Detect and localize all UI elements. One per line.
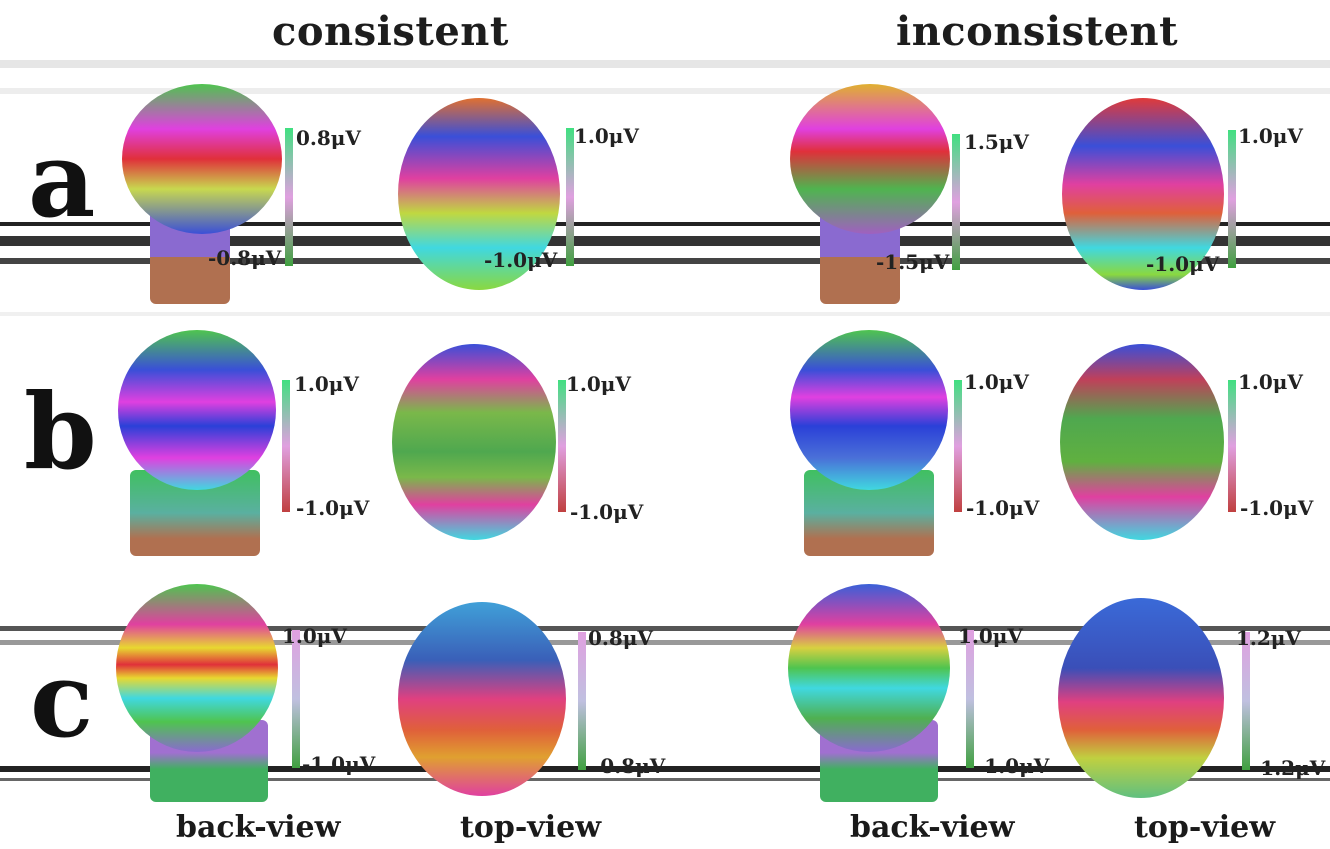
artifact-band (0, 626, 1330, 631)
scalp-map-back-view (116, 584, 278, 752)
colorbar-max-label: 1.0μV (958, 624, 1023, 648)
colorbar-max-label: 0.8μV (296, 126, 361, 150)
colorbar (292, 630, 300, 768)
scalp-map-top-view (392, 344, 556, 540)
colorbar-max-label: 1.0μV (566, 372, 631, 396)
colorbar-max-label: 1.2μV (1236, 626, 1301, 650)
column-title-consistent: consistent (272, 8, 509, 55)
scalp-map-top-view (398, 98, 560, 290)
colorbar-max-label: 1.0μV (964, 370, 1029, 394)
colorbar (966, 630, 974, 768)
colorbar (1228, 130, 1236, 268)
scalp-map-top-view (1062, 98, 1224, 290)
row-label-c: c (30, 638, 94, 761)
artifact-band (0, 766, 1330, 772)
colorbar-min-label: -1.0μV (302, 752, 376, 776)
colorbar (566, 128, 574, 266)
view-label-back: back-view (850, 810, 1015, 845)
artifact-band (0, 640, 1330, 645)
scalp-map-top-view (1060, 344, 1224, 540)
view-label-top: top-view (1134, 810, 1276, 845)
colorbar-min-label: -1.0μV (966, 496, 1040, 520)
colorbar-min-label: -1.0μV (570, 500, 644, 524)
row-label-b: b (24, 370, 97, 493)
colorbar (952, 134, 960, 270)
row-label-a: a (28, 118, 96, 241)
scalp-map-back-view (118, 330, 276, 490)
colorbar (1228, 380, 1236, 512)
artifact-band (0, 778, 1330, 781)
colorbar-min-label: -0.8μV (592, 754, 666, 778)
colorbar (954, 380, 962, 512)
colorbar-max-label: 0.8μV (588, 626, 653, 650)
colorbar (285, 128, 293, 266)
colorbar (282, 380, 290, 512)
artifact-band (0, 222, 1330, 226)
column-title-inconsistent: inconsistent (896, 8, 1179, 55)
scalp-map-back-view (790, 84, 950, 234)
colorbar-max-label: 1.0μV (1238, 370, 1303, 394)
colorbar-max-label: 1.5μV (964, 130, 1029, 154)
scalp-map-back-view (790, 330, 948, 490)
scalp-map-back-view (788, 584, 950, 752)
view-label-top: top-view (460, 810, 602, 845)
colorbar-max-label: 1.0μV (294, 372, 359, 396)
colorbar-min-label: -1.2μV (1252, 756, 1326, 780)
artifact-band (0, 312, 1330, 316)
artifact-band (0, 236, 1330, 246)
colorbar-min-label: -1.0μV (1146, 252, 1220, 276)
colorbar-max-label: 1.0μV (1238, 124, 1303, 148)
scalp-map-top-view (1058, 598, 1224, 798)
colorbar (578, 632, 586, 770)
colorbar-min-label: -1.0μV (976, 754, 1050, 778)
artifact-band (0, 258, 1330, 264)
colorbar-max-label: 1.0μV (282, 624, 347, 648)
scalp-map-top-view (398, 602, 566, 796)
artifact-band (0, 88, 1330, 94)
colorbar-min-label: -1.5μV (876, 250, 950, 274)
scalp-map-back-view (122, 84, 282, 234)
colorbar (558, 380, 566, 512)
colorbar-min-label: -1.0μV (296, 496, 370, 520)
colorbar-max-label: 1.0μV (574, 124, 639, 148)
view-label-back: back-view (176, 810, 341, 845)
colorbar-min-label: -0.8μV (208, 246, 282, 270)
colorbar-min-label: -1.0μV (484, 248, 558, 272)
artifact-band (0, 60, 1330, 68)
colorbar-min-label: -1.0μV (1240, 496, 1314, 520)
colorbar (1242, 632, 1250, 770)
